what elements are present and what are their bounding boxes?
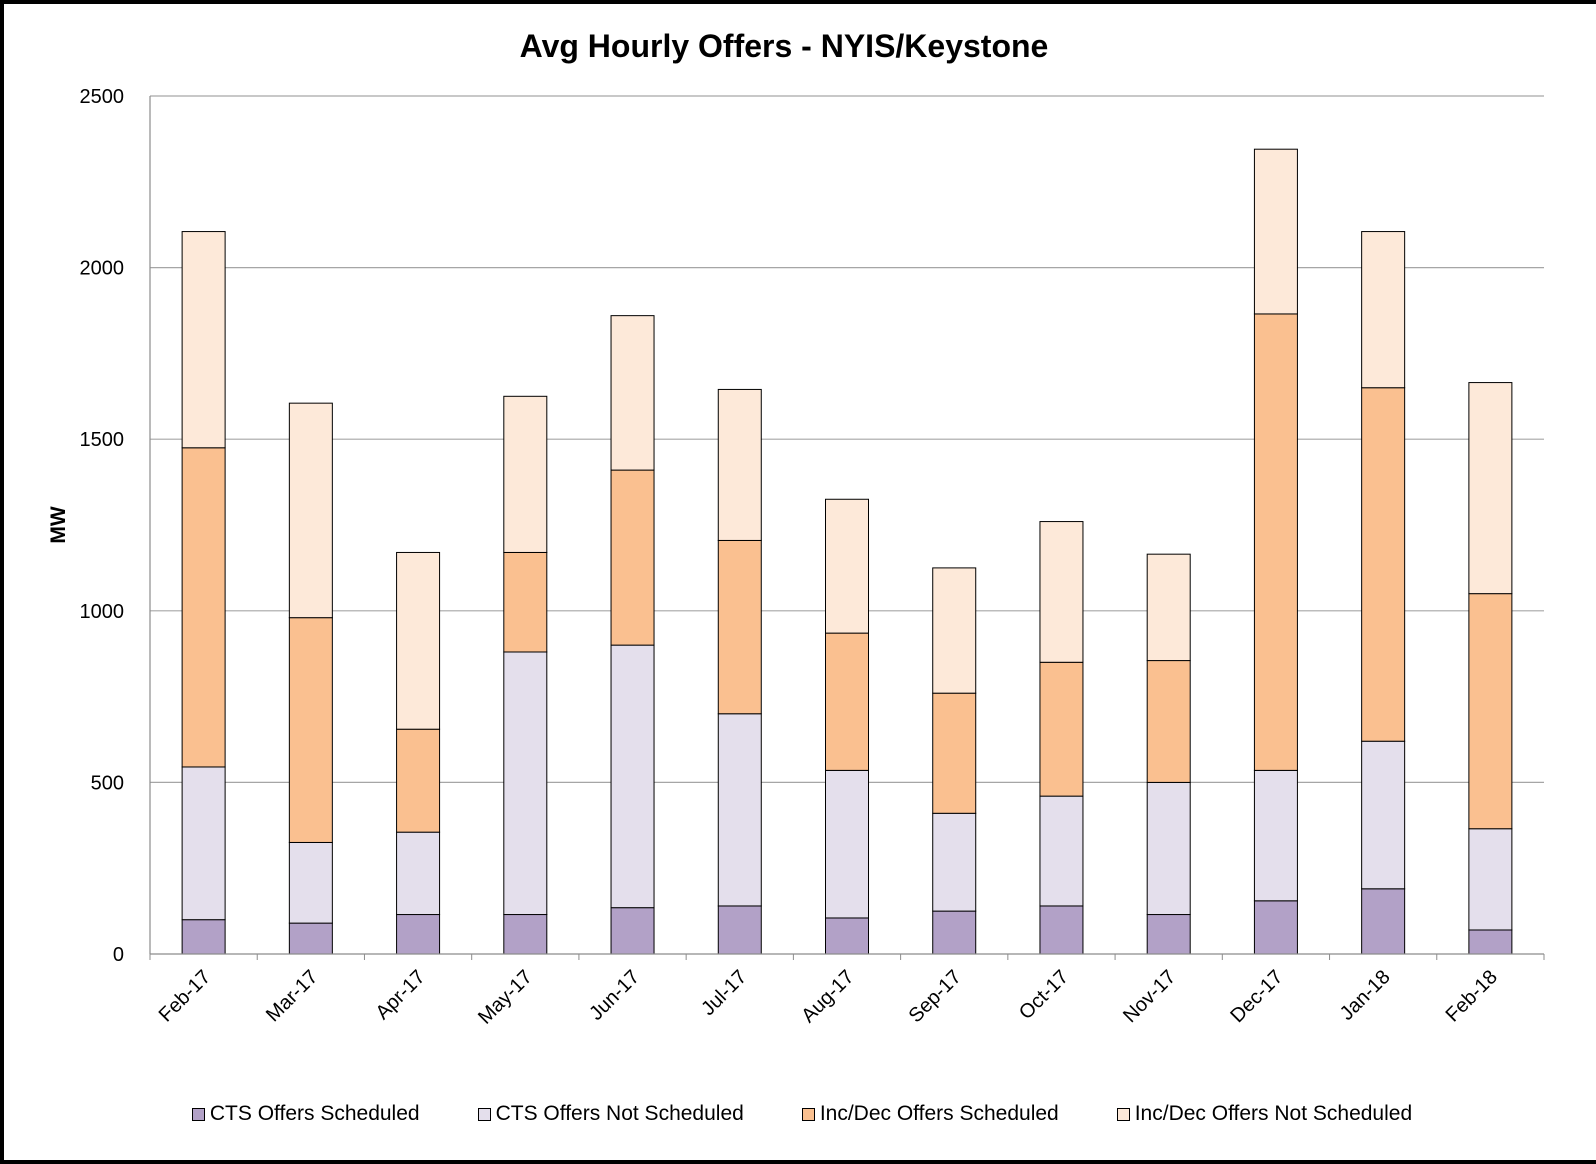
bar-segment: [1468, 382, 1513, 595]
y-axis-label: MW: [47, 506, 70, 543]
x-tick-label: Oct-17: [1015, 966, 1073, 1024]
bar-segment: [1253, 148, 1298, 315]
y-tick-label: 1000: [80, 601, 125, 623]
bar-segment: [1039, 661, 1084, 797]
x-tick-label: May-17: [474, 966, 537, 1029]
bar-segment: [825, 769, 869, 919]
bar-segment: [610, 315, 655, 471]
bar-segment: [1039, 795, 1084, 907]
bar-segment: [717, 388, 762, 541]
legend-swatch: [1116, 1107, 1130, 1121]
x-tick-label: Jan-18: [1336, 966, 1395, 1025]
x-tick-label: Nov-17: [1119, 966, 1180, 1027]
x-tick-label: Aug-17: [797, 966, 858, 1027]
legend-item: Inc/Dec Offers Scheduled: [801, 1102, 1059, 1126]
bar-segment: [396, 831, 441, 916]
x-tick-label: Jul-17: [697, 966, 751, 1020]
x-tick-label: Dec-17: [1226, 966, 1287, 1027]
y-tick-label: 2500: [80, 86, 125, 108]
legend-swatch: [477, 1107, 491, 1121]
bar-segment: [825, 632, 869, 771]
bar-segment: [932, 910, 977, 955]
y-tick-label: 1500: [80, 429, 125, 451]
bar-segment: [503, 651, 548, 916]
bar-segment: [181, 231, 226, 449]
legend-label: Inc/Dec Offers Scheduled: [819, 1102, 1059, 1125]
bar-segment: [932, 812, 977, 912]
bar-segment: [181, 766, 226, 921]
bar-segment: [1361, 387, 1406, 742]
bar-segment: [1253, 900, 1298, 955]
chart-plot: 0 500 1000 1500 2000 2500 MW Feb-17 Mar-17 Apr-17…: [47, 86, 1545, 1029]
legend-item: CTS Offers Not Scheduled: [477, 1102, 744, 1126]
bar-segment: [1039, 905, 1084, 955]
legend-label: Inc/Dec Offers Not Scheduled: [1134, 1102, 1413, 1125]
x-tick-label: Jun-17: [585, 966, 644, 1025]
legend-label: CTS Offers Scheduled: [209, 1102, 420, 1125]
bar-segment: [610, 907, 655, 955]
bar-segment: [1146, 660, 1191, 783]
bar-segment: [1361, 740, 1406, 890]
legend-item: Inc/Dec Offers Not Scheduled: [1116, 1102, 1413, 1126]
bar-segment: [1253, 313, 1298, 771]
x-tick-label: Mar-17: [262, 966, 322, 1026]
bar-segment: [1146, 781, 1191, 916]
bar-segment: [1146, 553, 1191, 662]
y-tick-label: 0: [113, 944, 124, 966]
bar-segment: [932, 692, 977, 814]
bar-segment: [503, 551, 548, 653]
bar-segment: [1468, 929, 1513, 955]
bar-segment: [503, 914, 548, 955]
bar-segment: [503, 395, 548, 553]
bar-segment: [181, 447, 226, 768]
bar-segment: [288, 617, 333, 843]
y-tick-label: 2000: [80, 258, 125, 280]
bar-segment: [1361, 888, 1406, 955]
bar-segment: [825, 917, 869, 955]
bar-segment: [717, 905, 762, 955]
bar-segment: [717, 713, 762, 907]
bar-segment: [1146, 914, 1191, 955]
bar-segment: [396, 551, 441, 730]
bar-segment: [1361, 231, 1406, 389]
bar-segment: [1253, 769, 1298, 902]
legend-label: CTS Offers Not Scheduled: [495, 1102, 744, 1125]
bar-segment: [717, 539, 762, 715]
legend-swatch: [191, 1107, 205, 1121]
bar-segment: [288, 922, 333, 955]
bar-segment: [825, 498, 869, 634]
bar-segment: [396, 728, 441, 833]
bar-segment: [932, 567, 977, 694]
bar-segment: [1039, 521, 1084, 663]
bar-segment: [1468, 828, 1513, 931]
legend-swatch: [801, 1107, 815, 1121]
chart-title: Avg Hourly Offers - NYIS/Keystone: [519, 28, 1049, 64]
x-tick-label: Feb-18: [1442, 966, 1502, 1026]
bar-segment: [1468, 593, 1513, 830]
x-tick-label: Sep-17: [905, 966, 966, 1027]
x-tick-label: Apr-17: [372, 966, 430, 1024]
bar-segment: [610, 644, 655, 909]
bar-segment: [610, 469, 655, 646]
y-tick-label: 500: [91, 772, 124, 794]
chart-legend: CTS Offers Scheduled CTS Offers Not Sched…: [4, 1102, 1596, 1126]
legend-item: CTS Offers Scheduled: [191, 1102, 420, 1126]
bar-segment: [181, 919, 226, 955]
bar-segment: [288, 402, 333, 619]
bar-segment: [288, 841, 333, 924]
bar-segment: [396, 914, 441, 955]
x-tick-label: Feb-17: [155, 966, 215, 1026]
